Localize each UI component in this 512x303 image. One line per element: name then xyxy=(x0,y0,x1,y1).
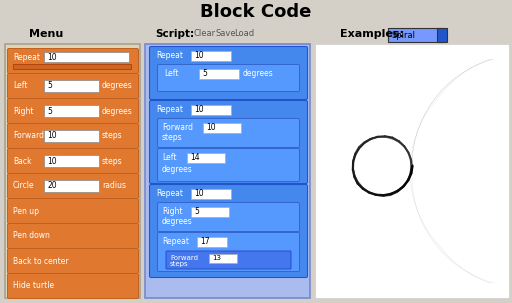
FancyBboxPatch shape xyxy=(8,224,139,248)
Text: degrees: degrees xyxy=(102,106,133,115)
Text: 5: 5 xyxy=(47,82,52,91)
FancyBboxPatch shape xyxy=(158,65,300,92)
Text: Pen up: Pen up xyxy=(13,207,39,215)
Text: Circle: Circle xyxy=(13,181,35,191)
Text: Clear: Clear xyxy=(194,29,216,38)
Text: Menu: Menu xyxy=(29,29,63,39)
Text: degrees: degrees xyxy=(162,165,193,174)
Text: Script:: Script: xyxy=(155,29,194,39)
FancyBboxPatch shape xyxy=(158,232,300,271)
Text: Repeat: Repeat xyxy=(156,105,183,115)
FancyBboxPatch shape xyxy=(150,101,308,184)
FancyBboxPatch shape xyxy=(150,46,308,99)
FancyBboxPatch shape xyxy=(8,274,139,298)
Text: degrees: degrees xyxy=(162,218,193,227)
Text: Repeat: Repeat xyxy=(156,52,183,61)
Text: steps: steps xyxy=(102,157,123,165)
Text: 10: 10 xyxy=(47,157,57,165)
Text: 10: 10 xyxy=(47,52,57,62)
FancyBboxPatch shape xyxy=(8,148,139,174)
Text: Forward: Forward xyxy=(170,255,198,261)
Text: 10: 10 xyxy=(194,105,204,115)
Text: Load: Load xyxy=(234,29,254,38)
Text: Pen down: Pen down xyxy=(13,231,50,241)
Bar xyxy=(437,28,447,42)
Text: 5: 5 xyxy=(202,69,207,78)
Bar xyxy=(199,69,239,79)
Bar xyxy=(203,123,241,133)
Text: Back: Back xyxy=(13,157,32,165)
Text: Repeat: Repeat xyxy=(13,52,40,62)
Bar xyxy=(187,153,225,163)
Bar xyxy=(44,180,99,192)
FancyBboxPatch shape xyxy=(8,48,139,74)
Text: steps: steps xyxy=(162,132,183,142)
FancyBboxPatch shape xyxy=(150,185,308,278)
Text: Save: Save xyxy=(215,29,236,38)
Bar xyxy=(44,80,99,92)
Bar xyxy=(191,207,229,217)
Text: 5: 5 xyxy=(194,208,199,217)
Text: degrees: degrees xyxy=(243,69,274,78)
Bar xyxy=(209,254,237,263)
Text: steps: steps xyxy=(102,132,123,141)
Bar xyxy=(5,44,140,298)
Text: Repeat: Repeat xyxy=(156,189,183,198)
Text: 10: 10 xyxy=(194,189,204,198)
FancyBboxPatch shape xyxy=(8,248,139,274)
Text: steps: steps xyxy=(170,261,188,267)
Bar xyxy=(13,64,131,69)
FancyBboxPatch shape xyxy=(8,174,139,198)
Text: 17: 17 xyxy=(200,238,209,247)
Text: radius: radius xyxy=(102,181,126,191)
FancyBboxPatch shape xyxy=(158,148,300,181)
Text: 10: 10 xyxy=(194,52,204,61)
Text: 13: 13 xyxy=(212,255,221,261)
Text: Left: Left xyxy=(13,82,28,91)
Text: 10: 10 xyxy=(47,132,57,141)
Text: Spiral: Spiral xyxy=(391,32,415,41)
Bar xyxy=(191,189,231,199)
Text: Repeat: Repeat xyxy=(162,238,189,247)
Bar xyxy=(145,44,310,298)
Bar xyxy=(315,44,509,298)
FancyBboxPatch shape xyxy=(8,98,139,124)
Text: Forward: Forward xyxy=(162,124,193,132)
Bar xyxy=(44,130,99,142)
Bar xyxy=(191,51,231,61)
Text: Block Code: Block Code xyxy=(200,3,312,21)
FancyBboxPatch shape xyxy=(8,124,139,148)
Text: Right: Right xyxy=(162,208,182,217)
Text: Right: Right xyxy=(13,106,33,115)
Text: 5: 5 xyxy=(47,106,52,115)
Text: Back to center: Back to center xyxy=(13,257,69,265)
Text: Forward: Forward xyxy=(13,132,44,141)
Bar xyxy=(191,105,231,115)
Text: degrees: degrees xyxy=(102,82,133,91)
FancyBboxPatch shape xyxy=(166,251,291,269)
Bar xyxy=(44,105,99,117)
FancyBboxPatch shape xyxy=(8,198,139,224)
FancyBboxPatch shape xyxy=(158,118,300,148)
Text: Examples:: Examples: xyxy=(340,29,404,39)
Text: Left: Left xyxy=(164,69,179,78)
Text: 14: 14 xyxy=(190,154,200,162)
FancyBboxPatch shape xyxy=(8,74,139,98)
Text: Left: Left xyxy=(162,154,177,162)
Text: Hide turtle: Hide turtle xyxy=(13,281,54,291)
Text: 20: 20 xyxy=(47,181,57,191)
Bar xyxy=(197,237,227,247)
FancyBboxPatch shape xyxy=(158,202,300,231)
Text: 10: 10 xyxy=(206,124,216,132)
Bar xyxy=(44,155,99,167)
Bar xyxy=(388,28,443,42)
Bar xyxy=(44,52,129,62)
